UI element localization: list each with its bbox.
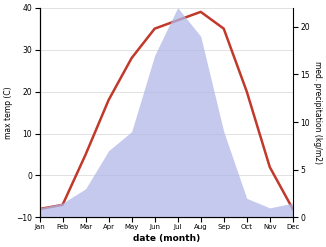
- Y-axis label: max temp (C): max temp (C): [4, 86, 13, 139]
- X-axis label: date (month): date (month): [133, 234, 200, 243]
- Y-axis label: med. precipitation (kg/m2): med. precipitation (kg/m2): [313, 61, 322, 164]
